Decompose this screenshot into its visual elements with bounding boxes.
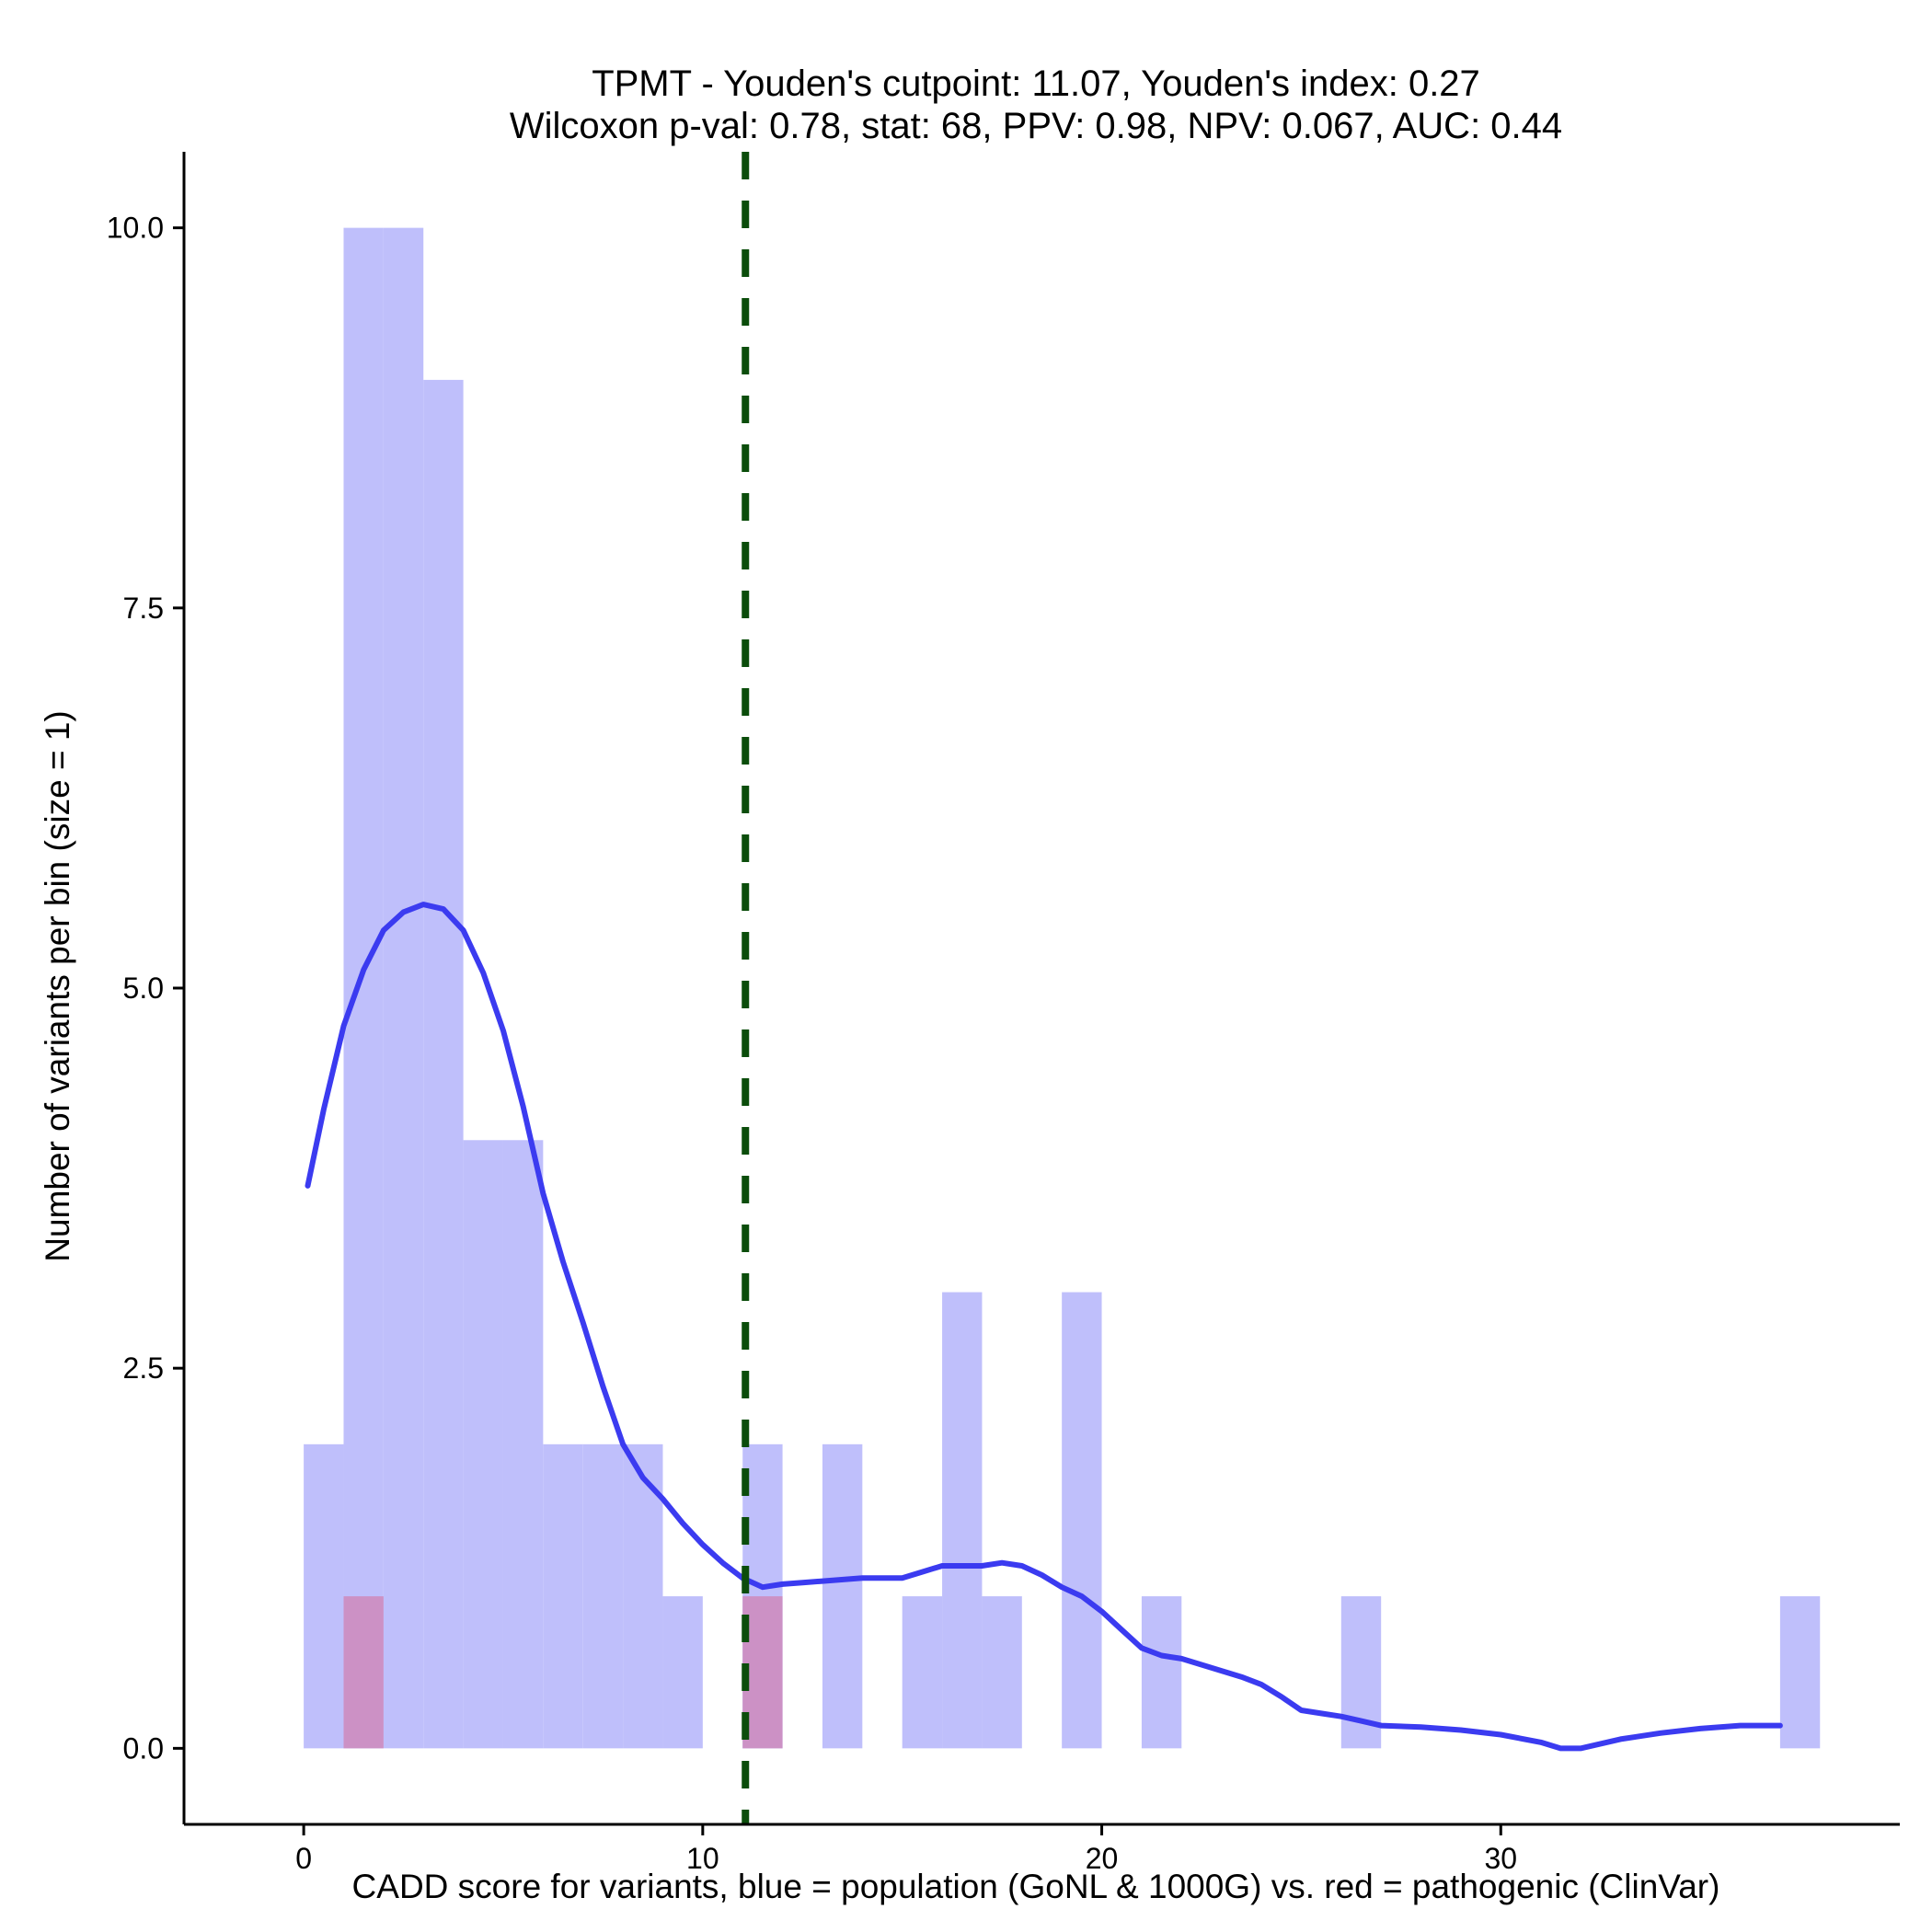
population-bar xyxy=(1779,1596,1821,1749)
y-tick-label: 5.0 xyxy=(123,972,164,1005)
y-axis-label: Number of variants per bin (size = 1) xyxy=(39,710,76,1261)
population-bar xyxy=(383,227,424,1749)
population-bar xyxy=(304,1443,344,1749)
population-bar xyxy=(423,379,464,1749)
population-bar xyxy=(1062,1292,1102,1749)
population-histogram xyxy=(304,227,1821,1749)
chart-title-line-1: TPMT - Youden's cutpoint: 11.07, Youden'… xyxy=(592,63,1480,104)
x-axis-label: CADD score for variants, blue = populati… xyxy=(352,1868,1720,1905)
population-bar xyxy=(343,227,384,1749)
population-bar xyxy=(1141,1596,1182,1749)
density-layer xyxy=(305,902,1783,1752)
axes: 0 10 20 30 0.0 2.5 5.0 7.5 10.0 xyxy=(107,152,1900,1875)
chart-title: TPMT - Youden's cutpoint: 11.07, Youden'… xyxy=(510,63,1562,146)
density-curve xyxy=(305,902,1783,1752)
population-bar xyxy=(662,1596,703,1749)
pathogenic-bar xyxy=(742,1596,783,1749)
y-axis-ticks: 0.0 2.5 5.0 7.5 10.0 xyxy=(107,212,184,1765)
population-bar xyxy=(982,1596,1022,1749)
pathogenic-histogram xyxy=(343,1596,783,1749)
x-axis-ticks: 0 10 20 30 xyxy=(295,1824,1517,1875)
chart-title-line-2: Wilcoxon p-val: 0.78, stat: 68, PPV: 0.9… xyxy=(510,106,1562,146)
population-bar xyxy=(822,1443,863,1749)
population-bar xyxy=(942,1292,983,1749)
x-tick-label: 30 xyxy=(1484,1842,1517,1875)
x-tick-label: 0 xyxy=(295,1842,312,1875)
x-tick-label: 10 xyxy=(686,1842,719,1875)
y-tick-label: 10.0 xyxy=(107,212,164,245)
y-tick-label: 7.5 xyxy=(123,592,164,625)
population-bar xyxy=(502,1140,544,1749)
pathogenic-bar xyxy=(343,1596,384,1749)
population-bar xyxy=(463,1140,503,1749)
y-tick-label: 2.5 xyxy=(123,1351,164,1385)
population-bar xyxy=(582,1443,624,1749)
population-bar xyxy=(902,1596,943,1749)
y-tick-label: 0.0 xyxy=(123,1731,164,1765)
x-tick-label: 20 xyxy=(1086,1842,1119,1875)
population-bar xyxy=(543,1443,583,1749)
